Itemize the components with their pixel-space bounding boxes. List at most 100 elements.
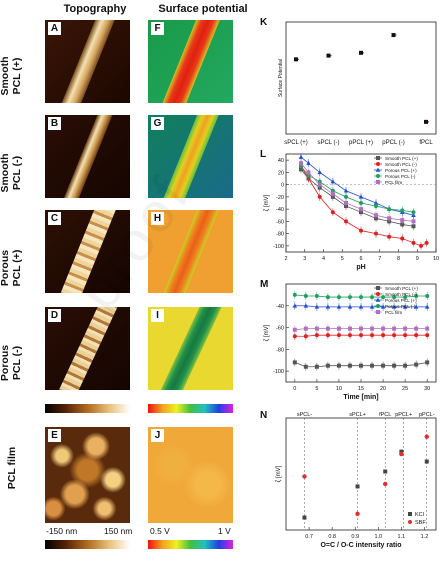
chart-n-top-label: fPCL [379, 412, 391, 418]
y-axis-label: ζ [mV] [276, 465, 282, 482]
panel-letter-a: A [48, 22, 61, 35]
y-axis-label: ζ [mV] [264, 324, 270, 341]
series-point [402, 304, 408, 309]
legend-marker [376, 286, 380, 290]
chart-n-point-sbf [355, 511, 360, 517]
panel-i-surface-potential: I [148, 307, 233, 390]
series-point [314, 293, 319, 298]
series-point [325, 333, 330, 338]
series-point [374, 204, 378, 209]
series-point [403, 363, 408, 368]
chart-n-point-sbf [424, 434, 429, 439]
panel-d-topography: D [45, 307, 130, 390]
series-point [424, 304, 430, 309]
chart-k-point [359, 50, 363, 55]
series-point [292, 303, 298, 308]
series-point [387, 234, 392, 239]
series-point [359, 207, 363, 212]
series-point [344, 194, 348, 199]
xtick-label: 0.7 [305, 534, 313, 540]
xtick-label: 30 [424, 386, 430, 392]
xtick-label: 10 [433, 256, 439, 262]
series-point [381, 363, 386, 368]
chart-n-point-sbf [399, 451, 404, 457]
legend-marker [376, 162, 380, 166]
chart-k-point [391, 33, 396, 38]
series-point [392, 363, 397, 368]
row-label-porous-plus: Porous PCL (+) [0, 249, 23, 287]
series-point [330, 210, 335, 215]
series-point [314, 326, 319, 331]
series-point [359, 295, 363, 300]
series-point [359, 363, 363, 368]
panel-letter-g: G [151, 117, 164, 130]
series-point [370, 363, 375, 368]
series-point [374, 213, 378, 218]
series-point [413, 304, 419, 309]
series-point [358, 304, 364, 309]
legend-marker [408, 512, 412, 516]
legend-label: Smooth PCL (-) [385, 292, 417, 297]
topo-max-label: 2µm [110, 392, 127, 402]
topography-colorbar [45, 404, 130, 413]
sp-max-label: 0.5 V [150, 392, 170, 402]
series-point [387, 216, 392, 221]
chart-n-point-kcl [383, 469, 388, 474]
surface-potential-title: Surface potential [158, 3, 248, 15]
series-point [411, 210, 416, 215]
legend-marker [376, 180, 380, 184]
panel-letter-n: N [260, 410, 267, 421]
panel-j-film-surface-potential: J [148, 427, 233, 523]
series-point [325, 363, 330, 368]
xtick-label: 7 [378, 256, 381, 262]
panel-letter-b: B [48, 117, 61, 130]
chart-k-surface-potential: K Surface Potential sPCL (+) sPCL (-) pPCL (… [260, 17, 437, 146]
film-topo-max-label: 150 nm [104, 526, 133, 536]
ytick-label: 20 [278, 170, 284, 176]
series-point [347, 326, 352, 331]
chart-n-point-kcl [302, 515, 307, 520]
series-point [403, 333, 408, 338]
legend-marker [376, 304, 380, 308]
legend-marker [376, 156, 380, 160]
panel-g-surface-potential: G [148, 115, 233, 198]
chart-l-zeta-vs-ph: L -100 -80 -60 -40 -20 0 20 40 2 3 4 5 6 7 8 9 10 pH ζ [mV]… [260, 149, 439, 271]
panel-letter-f: F [151, 22, 164, 35]
row-label-smooth-plus: Smooth PCL (+) [0, 56, 23, 96]
panel-letter-c: C [48, 212, 61, 225]
series-point [411, 240, 416, 245]
legend-label: Porous PCL (+) [385, 168, 417, 173]
legend-label: Smooth PCL (-) [385, 162, 417, 167]
xtick-label: 5 [315, 386, 318, 392]
xtick-label: 15 [358, 386, 364, 392]
chart-k-xtick-label: sPCL (+) [284, 140, 308, 146]
series-point [347, 363, 352, 368]
chart-k-point [294, 57, 298, 62]
ytick-label: -20 [276, 195, 284, 201]
chart-n-point-sbf [383, 481, 388, 487]
ytick-label: -100 [273, 244, 284, 250]
ytick-label: -60 [276, 219, 284, 225]
series-point [298, 154, 304, 159]
chart-k-xtick-label: fPCL [419, 140, 433, 146]
series-point [344, 201, 348, 205]
series-point [347, 333, 352, 338]
panel-a-topography: A [45, 20, 130, 103]
series-point [381, 333, 386, 338]
series-point [303, 326, 308, 331]
series-point [303, 303, 309, 308]
series-point [359, 333, 363, 338]
series-point [306, 170, 311, 175]
panel-letter-j: J [151, 429, 164, 442]
chart-k-xtick-label: pPCL (-) [382, 140, 404, 146]
series-point [391, 304, 397, 309]
series-point [343, 188, 349, 193]
panel-f-surface-potential: F [148, 20, 233, 103]
series-point [359, 228, 363, 233]
series-point [292, 292, 297, 297]
xtick-label: 2 [284, 256, 287, 262]
series-point [424, 240, 429, 245]
legend-marker [376, 174, 380, 178]
ytick-label: -60 [276, 326, 284, 332]
series-point [411, 219, 416, 224]
